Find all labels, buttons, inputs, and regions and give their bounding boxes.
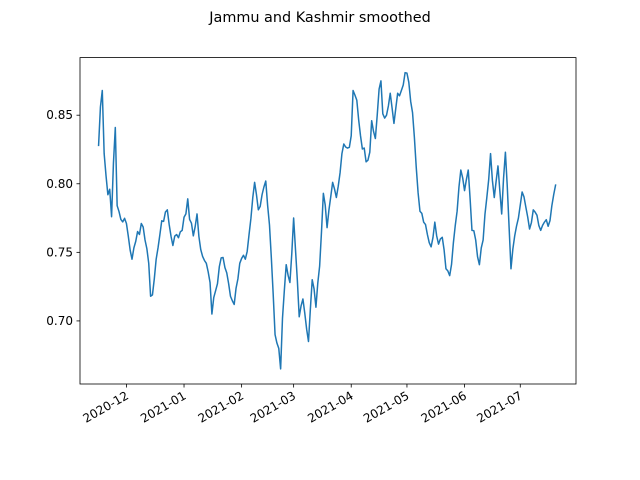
y-tick-label: 0.75 bbox=[46, 245, 73, 259]
series-line-0 bbox=[97, 71, 557, 370]
y-tick-label: 0.85 bbox=[46, 108, 73, 122]
plot-area-frame bbox=[79, 57, 577, 385]
y-tick-label: 0.80 bbox=[46, 177, 73, 191]
y-axis: 0.70 0.75 0.80 0.85 bbox=[46, 108, 80, 328]
series-layer bbox=[97, 71, 557, 370]
chart-title: Jammu and Kashmir smoothed bbox=[208, 10, 430, 26]
y-tick-label: 0.70 bbox=[46, 314, 73, 328]
